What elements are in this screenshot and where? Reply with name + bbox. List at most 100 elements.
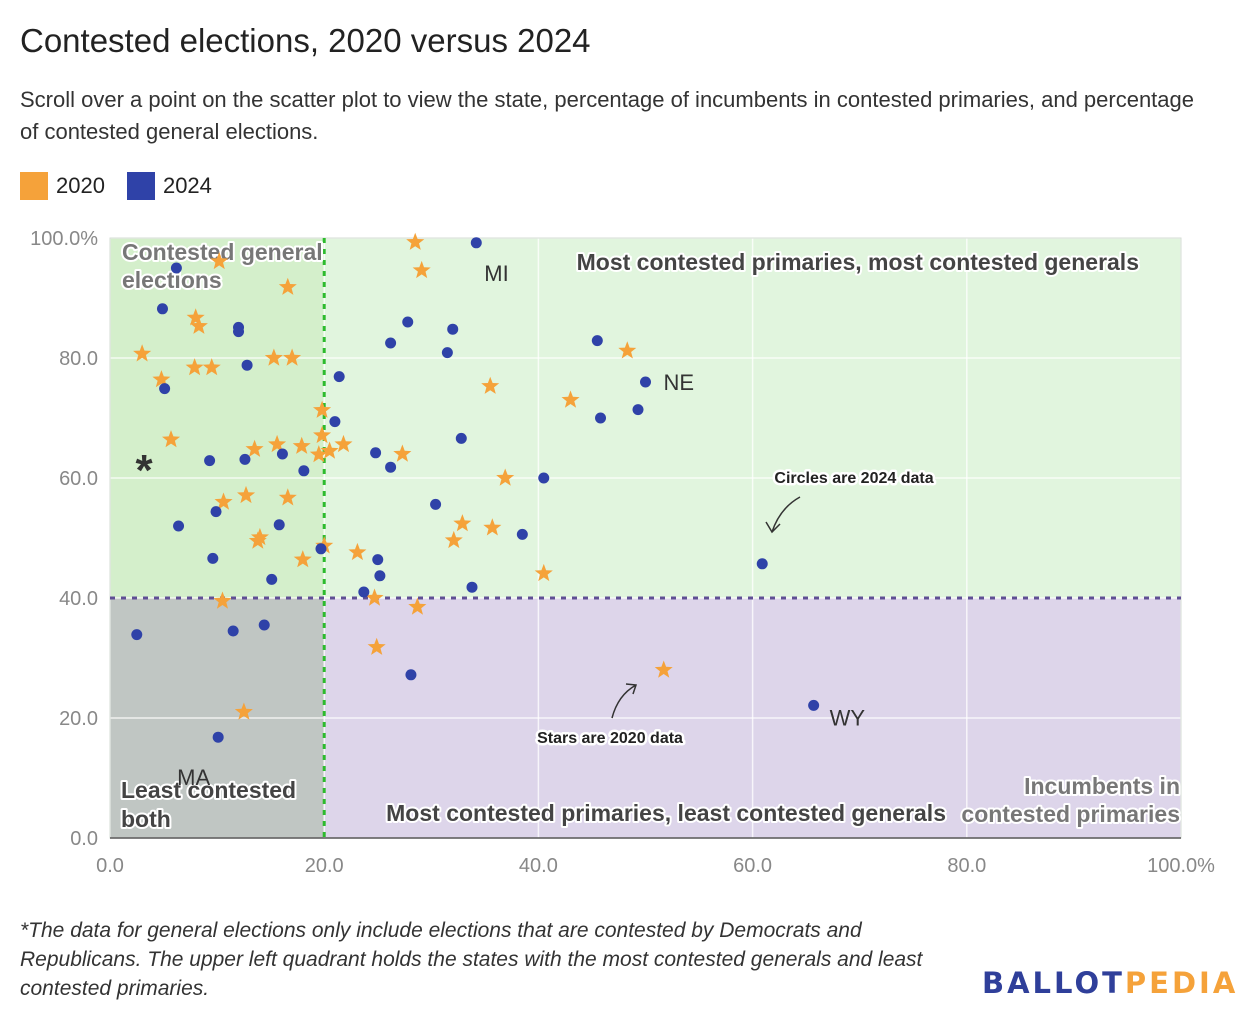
circle-point-2024 (333, 371, 345, 383)
star-point-2020 (453, 514, 472, 532)
x-tick-label: 20.0 (305, 855, 344, 877)
star-point-2020 (309, 445, 328, 463)
logo-part-1: BALLOT (982, 966, 1125, 1000)
circle-point-2024 (405, 669, 417, 681)
circle-point-2024 (385, 461, 397, 473)
x-tick-label: 40.0 (519, 855, 558, 877)
legend-item-2020[interactable]: 2020 (20, 172, 105, 200)
quadrant-label-lower-left: both (121, 806, 171, 832)
y-tick-label: 40.0 (59, 588, 98, 610)
star-point-2020 (162, 430, 181, 448)
quadrant-label-lower-right: Most contested primaries, least conteste… (386, 800, 946, 826)
circle-point-2024 (374, 570, 386, 582)
star-point-2020 (406, 232, 425, 250)
circle-point-2024 (632, 404, 644, 416)
circle-point-2024 (241, 359, 253, 371)
star-point-2020 (248, 531, 267, 549)
x-tick-label: 100.0% (1147, 855, 1215, 877)
annotation-stars: Stars are 2020 data (537, 730, 683, 747)
circle-point-2024 (538, 472, 550, 484)
star-point-2020 (268, 434, 287, 453)
star-point-2020 (213, 591, 232, 609)
y-tick-label: 20.0 (59, 708, 98, 730)
circle-point-2024 (159, 383, 171, 395)
circle-point-2024 (170, 262, 182, 274)
circle-point-2024 (455, 432, 467, 444)
circle-point-2024 (447, 323, 459, 335)
annotation-arrowhead-circles (765, 521, 781, 534)
star-point-2020 (264, 348, 283, 366)
star-point-2020 (283, 348, 302, 366)
circle-point-2024 (210, 506, 222, 518)
circle-point-2024 (207, 552, 219, 564)
legend-label-2020: 2020 (56, 173, 105, 198)
point-label-ne: NE (664, 370, 695, 395)
x-tick-label: 60.0 (733, 855, 772, 877)
star-point-2020 (210, 251, 229, 270)
star-point-2020 (189, 316, 208, 334)
circle-point-2024 (370, 447, 382, 459)
circle-point-2024 (298, 465, 310, 477)
star-point-2020 (278, 488, 297, 506)
y-tick-label: 100.0% (30, 228, 98, 250)
circle-point-2024 (808, 699, 820, 711)
star-point-2020 (654, 660, 673, 678)
star-point-2020 (237, 485, 256, 504)
star-point-2020 (412, 260, 431, 279)
x-tick-label: 0.0 (96, 855, 124, 877)
y-tick-label: 0.0 (70, 828, 98, 850)
star-point-2020 (618, 341, 637, 359)
circle-point-2024 (470, 237, 482, 249)
circle-point-2024 (372, 554, 384, 566)
star-point-2020 (320, 441, 339, 459)
ballotpedia-logo[interactable]: BALLOTPEDIA (982, 966, 1238, 1000)
legend-swatch-2024 (126, 172, 155, 200)
annotation-arrowhead-stars (625, 683, 638, 695)
footnote: *The data for general elections only inc… (20, 919, 923, 1000)
asterisk-marker: * (135, 446, 153, 495)
y-tick-label: 80.0 (59, 348, 98, 370)
circle-point-2024 (591, 335, 603, 347)
star-point-2020 (334, 434, 353, 453)
star-point-2020 (185, 358, 204, 376)
circle-point-2024 (756, 558, 768, 570)
star-point-2020 (278, 277, 297, 295)
chart-title: Contested elections, 2020 versus 2024 (20, 22, 591, 59)
x-tick-label: 80.0 (947, 855, 986, 877)
annotation-arrow-circles (771, 496, 801, 533)
scatter-plot: 0.0 20.0 40.0 60.0 80.0 100.0% 0.0 20.0 40.0 60.0… (30, 228, 1215, 877)
x-axis-note: Incumbents in (1024, 773, 1180, 799)
star-point-2020 (561, 390, 580, 408)
circle-point-2024 (173, 520, 185, 532)
legend: 2020 2024 (20, 172, 234, 200)
circle-point-2024 (156, 303, 168, 315)
chart-subtitle: Scroll over a point on the scatter plot … (20, 87, 1195, 144)
circle-point-2024 (595, 412, 607, 424)
star-point-2020 (496, 468, 515, 486)
circle-point-2024 (329, 416, 341, 428)
star-point-2020 (245, 439, 264, 457)
star-point-2020 (313, 400, 332, 418)
quadrant-label-lower-left: Least contested (121, 777, 296, 803)
star-point-2020 (365, 588, 384, 606)
legend-swatch-2020 (20, 172, 48, 200)
x-axis-note: contested primaries (961, 801, 1180, 827)
y-tick-label: 60.0 (59, 468, 98, 490)
annotation-arrow-stars (611, 684, 637, 719)
circle-point-2024 (466, 581, 478, 593)
star-point-2020 (186, 308, 205, 326)
star-point-2020 (293, 550, 312, 568)
circle-point-2024 (131, 629, 143, 641)
circle-point-2024 (204, 455, 216, 467)
legend-item-2024[interactable]: 2024 (126, 172, 212, 200)
circle-point-2024 (385, 337, 397, 349)
point-label-mi: MI (484, 261, 508, 286)
star-point-2020 (214, 492, 233, 510)
circle-point-2024 (258, 619, 270, 631)
circle-point-2024 (516, 528, 528, 540)
circle-point-2024 (402, 316, 414, 328)
circle-point-2024 (212, 731, 224, 743)
star-point-2020 (202, 358, 221, 376)
quadrant-upper-left (110, 238, 325, 598)
circle-point-2024 (441, 347, 453, 359)
